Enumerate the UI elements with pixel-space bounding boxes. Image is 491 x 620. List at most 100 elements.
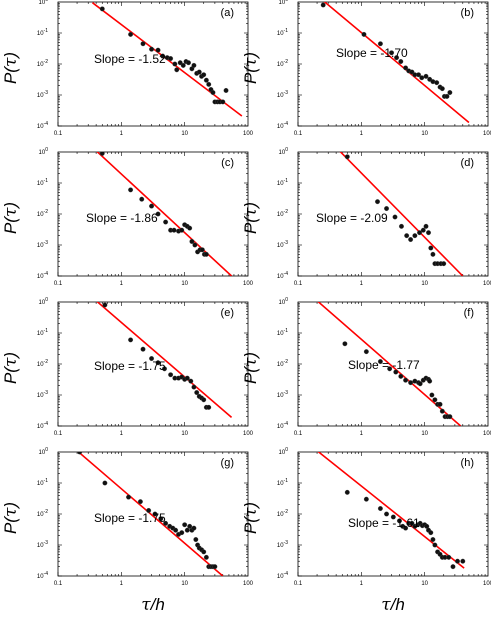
y-tick-label: 100 bbox=[39, 147, 49, 156]
x-tick-label: 10 bbox=[181, 131, 188, 137]
data-point bbox=[191, 384, 197, 390]
y-tick-label: 10-4 bbox=[277, 421, 288, 430]
data-point bbox=[191, 525, 197, 531]
data-point bbox=[102, 480, 108, 486]
panel-label: (c) bbox=[221, 157, 234, 169]
x-tick-label: 10 bbox=[421, 431, 428, 437]
data-point bbox=[377, 359, 383, 364]
data-point bbox=[128, 337, 134, 343]
data-point bbox=[450, 564, 456, 570]
y-tick-label: 100 bbox=[279, 147, 289, 156]
data-point bbox=[149, 203, 155, 209]
fit-line bbox=[96, 302, 233, 418]
data-point bbox=[187, 523, 193, 529]
data-point bbox=[201, 549, 207, 555]
y-tick-label: 10-1 bbox=[37, 178, 48, 187]
y-axis-label: P(τ) bbox=[1, 202, 21, 234]
data-point bbox=[189, 239, 195, 244]
y-tick-label: 10-2 bbox=[37, 59, 48, 68]
data-point bbox=[201, 397, 207, 403]
data-point bbox=[437, 401, 443, 407]
y-axis-label: P(τ) bbox=[1, 502, 21, 534]
data-point bbox=[199, 247, 205, 253]
x-tick-label: 1 bbox=[360, 581, 364, 587]
y-tick-label: 100 bbox=[279, 297, 289, 306]
panel-c: 0.1 1 10 100 10-4 10-3 10-2 10-1 100 (c) Slope = -… bbox=[37, 147, 254, 287]
x-tick-label: 0.1 bbox=[54, 431, 63, 437]
y-tick-label: 10-3 bbox=[37, 240, 48, 249]
x-axis-label: τ/h bbox=[381, 595, 405, 615]
y-tick-label: 10-4 bbox=[37, 121, 48, 130]
data-point bbox=[149, 356, 155, 361]
data-point bbox=[192, 242, 198, 248]
panel-e: 0.1 1 10 100 10-4 10-3 10-2 10-1 100 (e) Slope = -… bbox=[37, 297, 254, 437]
data-point bbox=[404, 233, 410, 239]
data-point bbox=[420, 227, 426, 233]
y-tick-label: 10-3 bbox=[37, 90, 48, 99]
data-point bbox=[432, 397, 438, 403]
data-point bbox=[441, 261, 447, 267]
data-point bbox=[423, 223, 429, 229]
data-point bbox=[430, 537, 436, 542]
x-tick-label: 10 bbox=[181, 581, 188, 587]
panel-a: 0.1 1 10 100 10-4 10-3 10-2 10-1 100 (a) Slope = -… bbox=[37, 0, 254, 137]
x-tick-label: 10 bbox=[421, 131, 428, 137]
data-point bbox=[155, 360, 161, 366]
x-tick-label: 1 bbox=[120, 431, 124, 437]
data-point bbox=[393, 369, 399, 375]
data-point bbox=[428, 245, 434, 251]
data-point bbox=[203, 251, 209, 257]
panel-h: 0.1 1 10 100 10-4 10-3 10-2 10-1 100 (h) Slope = -… bbox=[277, 447, 491, 587]
data-point bbox=[409, 520, 415, 526]
x-tick-label: 100 bbox=[483, 281, 491, 287]
data-point bbox=[320, 2, 326, 8]
x-axis-label: τ/h bbox=[141, 595, 165, 615]
panel-label: (d) bbox=[461, 157, 474, 169]
data-point bbox=[179, 227, 185, 233]
y-tick-label: 10-2 bbox=[277, 359, 288, 368]
slope-annotation: Slope = -1.61 bbox=[348, 516, 420, 530]
data-point bbox=[155, 47, 161, 53]
panel-label: (f) bbox=[464, 307, 474, 319]
slope-annotation: Slope = -1.52 bbox=[94, 52, 166, 66]
data-point bbox=[223, 88, 229, 93]
y-axis-label: P(τ) bbox=[1, 352, 21, 384]
data-points bbox=[99, 6, 229, 105]
panel-b: 0.1 1 10 100 10-4 10-3 10-2 10-1 100 (b) Slope = -… bbox=[277, 0, 491, 137]
data-point bbox=[419, 75, 425, 81]
fit-line bbox=[339, 152, 464, 276]
x-tick-label: 0.1 bbox=[294, 281, 303, 287]
data-point bbox=[179, 530, 185, 536]
x-tick-label: 1 bbox=[120, 281, 124, 287]
data-point bbox=[173, 527, 179, 533]
x-tick-label: 100 bbox=[243, 131, 254, 137]
y-tick-label: 100 bbox=[39, 297, 49, 306]
data-point bbox=[398, 59, 404, 64]
data-point bbox=[344, 489, 350, 495]
x-tick-label: 10 bbox=[181, 281, 188, 287]
panel-g: 0.1 1 10 100 10-4 10-3 10-2 10-1 100 (g) Slope = -… bbox=[37, 447, 254, 587]
data-point bbox=[188, 378, 194, 384]
slope-annotation: Slope = -1.70 bbox=[336, 46, 408, 60]
y-tick-label: 10-1 bbox=[277, 328, 288, 337]
fit-line bbox=[77, 452, 224, 576]
fit-line bbox=[317, 452, 465, 569]
panel-label: (b) bbox=[461, 7, 474, 19]
panel-d: 0.1 1 10 100 10-4 10-3 10-2 10-1 100 (d) Slope = -… bbox=[277, 147, 491, 287]
x-tick-label: 100 bbox=[483, 131, 491, 137]
data-point bbox=[172, 61, 178, 67]
data-point bbox=[375, 199, 380, 205]
data-point bbox=[163, 219, 169, 225]
data-point bbox=[193, 537, 199, 542]
data-point bbox=[168, 56, 174, 61]
y-axis-label: P(τ) bbox=[241, 52, 261, 84]
x-tick-label: 0.1 bbox=[54, 131, 63, 137]
data-point bbox=[171, 227, 177, 233]
data-point bbox=[398, 373, 404, 379]
data-point bbox=[191, 62, 197, 68]
data-point bbox=[194, 390, 200, 395]
data-point bbox=[434, 80, 440, 86]
data-point bbox=[403, 65, 409, 71]
y-axis-label: P(τ) bbox=[241, 352, 261, 384]
data-point bbox=[160, 53, 166, 59]
